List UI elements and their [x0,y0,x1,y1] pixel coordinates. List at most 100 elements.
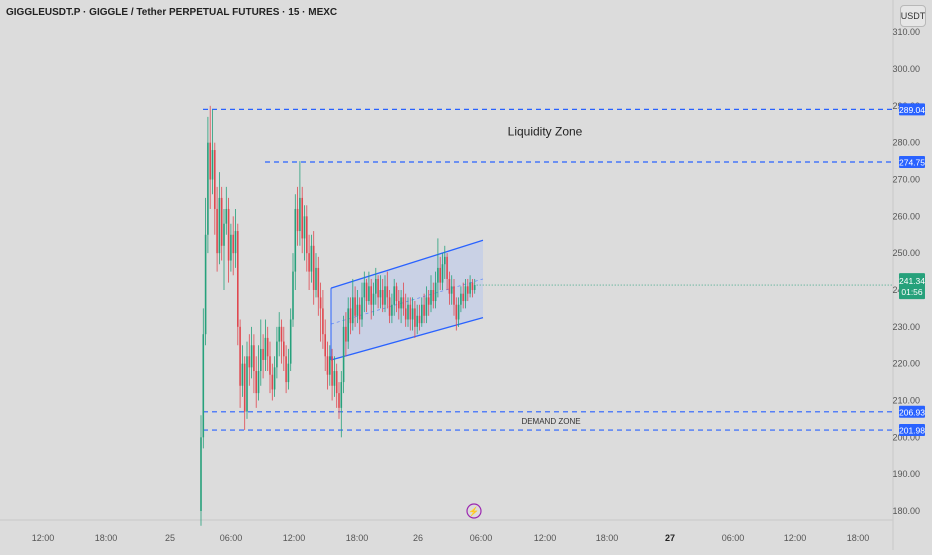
level-price-label: 206.93 [899,407,925,417]
candle-body [317,267,320,298]
candle-body [453,286,455,305]
x-tick-label: 18:00 [596,533,619,543]
x-tick-label: 26 [413,533,423,543]
bolt-icon[interactable] [466,503,482,519]
symbol-title[interactable]: GIGGLEUSDT.P · GIGGLE / Tether PERPETUAL… [6,7,338,18]
y-tick-label: 260.00 [892,211,920,221]
candle-body [342,326,345,383]
candle-body [329,356,331,375]
candle-body [418,315,421,324]
candle-body [411,308,414,320]
candle-body [326,356,329,375]
candle-body [301,197,303,239]
x-tick-label: 12:00 [32,533,55,543]
candles-group [200,105,476,526]
candle-body [421,304,423,324]
candle-body [232,234,234,254]
channel-lower-line [330,316,484,361]
candle-body [370,286,372,305]
candle-body [446,256,448,279]
y-tick-label: 270.00 [892,175,920,185]
candle-body [310,245,313,272]
x-tick-label: 18:00 [346,533,369,543]
candle-body [358,304,361,320]
level-price-label: 289.04 [899,105,925,115]
candle-body [423,304,425,316]
candle-body [243,363,246,412]
candle-body [361,297,363,320]
channel-upper-line [330,239,484,289]
y-tick-label: 180.00 [892,506,920,516]
candle-body [473,285,476,290]
candle-body [223,223,225,246]
candle-body [202,334,205,438]
candle-body [273,367,276,390]
candle-body [299,197,301,232]
candle-body [434,282,437,302]
candle-body [241,363,244,386]
candle-body [211,150,214,180]
candle-body [425,297,428,316]
candle-body [441,264,444,283]
candle-body [204,234,207,335]
candle-body [457,304,460,320]
candle-body [398,301,400,309]
candle-body [271,374,274,390]
x-tick-label: 06:00 [470,533,493,543]
candle-body [289,319,292,364]
candle-body [280,326,283,342]
x-tick-label: 18:00 [847,533,870,543]
candle-body [227,208,230,261]
candle-body [306,216,308,254]
last-price-countdown: 01:56 [901,287,923,297]
candle-body [322,308,324,335]
candle-body [455,304,458,320]
candle-body [368,286,370,302]
candle-body [269,356,271,375]
y-tick-label: 210.00 [892,396,920,406]
candle-body [416,315,418,327]
currency-selector[interactable]: USDT [900,5,926,27]
candle-body [292,271,294,320]
candle-body [283,341,285,357]
candle-body [393,286,395,305]
candle-body [391,304,393,316]
level-price-tag [899,424,925,437]
candle-body [427,297,430,305]
y-tick-label: 250.00 [892,248,920,258]
candle-body [230,234,232,261]
candle-body [347,308,349,342]
candle-body [312,245,315,290]
x-tick-label: 06:00 [722,533,745,543]
candle-body [471,282,474,290]
y-tick-label: 220.00 [892,359,920,369]
candle-body [356,304,359,316]
candle-body [379,290,382,298]
candle-body [345,326,347,342]
candle-body [239,326,241,386]
candle-body [464,286,467,302]
candle-body [260,348,262,372]
candle-body [308,253,310,272]
candle-body [448,278,451,294]
candle-body [296,208,299,232]
y-tick-label: 200.00 [892,432,920,442]
candle-body [450,286,453,294]
candle-body [462,293,464,302]
candle-body [234,231,237,254]
y-tick-label: 230.00 [892,322,920,332]
candle-body [253,345,255,372]
candle-body [214,150,216,209]
candle-body [262,348,264,360]
channel-mid-line [330,278,484,325]
candle-body [257,371,260,394]
candle-body [460,293,462,305]
x-tick-label: 18:00 [95,533,118,543]
candle-body [276,341,278,368]
candle-body [469,282,471,294]
candle-body [354,297,356,316]
candle-body [414,308,416,327]
candle-body [439,267,441,283]
